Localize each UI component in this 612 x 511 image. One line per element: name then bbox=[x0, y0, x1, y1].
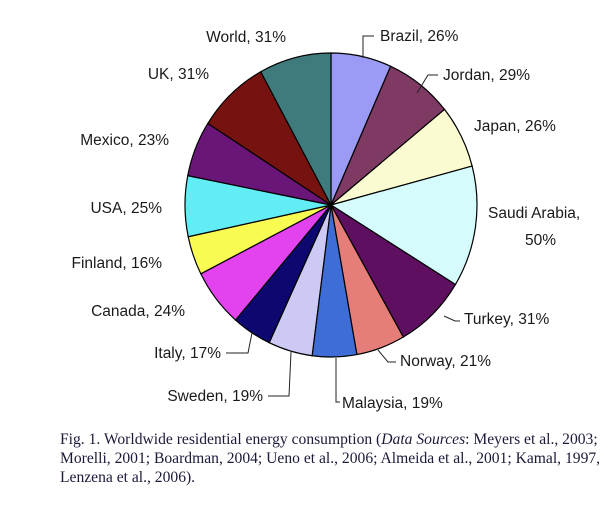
leader-line-italy bbox=[226, 332, 253, 354]
slice-label-brazil: Brazil, 26% bbox=[380, 28, 459, 45]
slice-label-italy: Italy, 17% bbox=[154, 345, 221, 362]
pie-slice-world bbox=[259, 52, 332, 206]
leader-line-brazil bbox=[362, 35, 374, 58]
leader-line-norway bbox=[377, 349, 396, 363]
leader-line-turkey bbox=[443, 315, 460, 322]
slice-label-turkey: Turkey, 31% bbox=[464, 311, 549, 328]
leader-line-jordan bbox=[416, 74, 438, 94]
slice-label-finland: Finland, 16% bbox=[72, 255, 163, 272]
slice-label-japan: Japan, 26% bbox=[474, 118, 556, 135]
caption-suffix: : Meyers et al., 2003; Morelli, 2001; Bo… bbox=[60, 431, 601, 486]
slice-label-canada: Canada, 24% bbox=[91, 303, 185, 320]
slice-label-saudi-arabia: Saudi Arabia, bbox=[488, 205, 580, 222]
slice-label-saudi-arabia-line2: 50% bbox=[525, 232, 556, 249]
figure-caption: Fig. 1. Worldwide residential energy con… bbox=[60, 430, 605, 487]
slice-labels: Brazil, 26% Jordan, 29% Japan, 26% Saudi Ar… bbox=[72, 28, 581, 412]
slice-label-sweden: Sweden, 19% bbox=[167, 388, 263, 405]
slice-label-usa: USA, 25% bbox=[90, 200, 162, 217]
slice-label-malaysia: Malaysia, 19% bbox=[342, 395, 443, 412]
slice-label-norway: Norway, 21% bbox=[400, 353, 491, 370]
leader-lines bbox=[226, 35, 460, 403]
pie-slice-saudi-arabia bbox=[329, 165, 478, 286]
slice-label-jordan: Jordan, 29% bbox=[443, 67, 530, 84]
caption-italic: Data Sources bbox=[381, 431, 466, 448]
slice-label-uk: UK, 31% bbox=[148, 66, 209, 83]
slice-label-mexico: Mexico, 23% bbox=[80, 132, 169, 149]
leader-line-sweden bbox=[268, 351, 292, 397]
leader-line-malaysia bbox=[335, 358, 340, 403]
slice-label-world: World, 31% bbox=[206, 29, 286, 46]
caption-prefix: Fig. 1. Worldwide residential energy con… bbox=[60, 431, 382, 448]
pie-chart: Brazil, 26% Jordan, 29% Japan, 26% Saudi Ar… bbox=[72, 28, 581, 412]
pie-slices bbox=[184, 52, 478, 358]
